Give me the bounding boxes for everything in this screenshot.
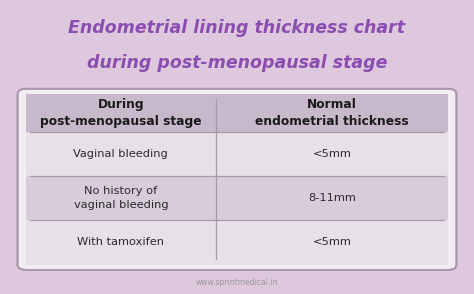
Text: <5mm: <5mm	[312, 238, 351, 248]
Text: during post-menopausal stage: during post-menopausal stage	[87, 54, 387, 72]
Bar	[26, 220, 448, 265]
Text: Normal
endometrial thickness: Normal endometrial thickness	[255, 98, 409, 128]
FancyBboxPatch shape	[18, 89, 456, 270]
Text: 8-11mm: 8-11mm	[308, 193, 356, 203]
Text: With tamoxifen: With tamoxifen	[77, 238, 164, 248]
Text: Endometrial lining thickness chart: Endometrial lining thickness chart	[69, 19, 405, 37]
Bar	[26, 94, 448, 132]
Text: www.sprintmedical.in: www.sprintmedical.in	[196, 278, 278, 287]
Text: No history of
vaginal bleeding: No history of vaginal bleeding	[73, 186, 168, 210]
Text: <5mm: <5mm	[312, 149, 351, 159]
Text: During
post-menopausal stage: During post-menopausal stage	[40, 98, 201, 128]
Text: Vaginal bleeding: Vaginal bleeding	[73, 149, 168, 159]
Bar	[26, 176, 448, 220]
Bar	[26, 132, 448, 176]
